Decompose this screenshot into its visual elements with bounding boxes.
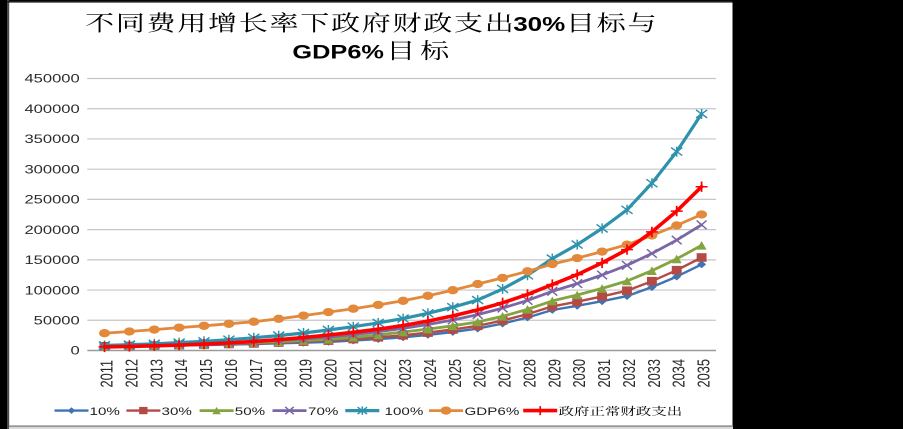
svg-text:10%: 10%: [90, 405, 121, 417]
svg-text:100000: 100000: [24, 284, 79, 297]
svg-text:2013: 2013: [147, 359, 166, 387]
svg-text:2016: 2016: [222, 359, 241, 387]
svg-text:2028: 2028: [521, 359, 540, 387]
svg-text:2012: 2012: [122, 359, 141, 387]
svg-text:450000: 450000: [24, 73, 79, 86]
svg-text:30%: 30%: [162, 405, 193, 417]
svg-text:2030: 2030: [570, 359, 589, 387]
svg-text:70%: 70%: [308, 405, 339, 417]
svg-text:400000: 400000: [24, 103, 79, 116]
svg-text:2021: 2021: [346, 359, 365, 387]
svg-text:50000: 50000: [34, 315, 80, 328]
svg-text:2019: 2019: [297, 359, 316, 387]
svg-text:300000: 300000: [24, 163, 79, 176]
svg-text:2018: 2018: [272, 359, 291, 387]
svg-text:2022: 2022: [371, 359, 390, 387]
svg-text:2034: 2034: [670, 359, 689, 388]
svg-text:250000: 250000: [24, 194, 79, 207]
svg-text:2014: 2014: [172, 359, 191, 388]
svg-text:2017: 2017: [247, 359, 266, 387]
svg-text:2011: 2011: [98, 360, 117, 388]
svg-text:2023: 2023: [396, 359, 415, 387]
svg-text:2027: 2027: [496, 359, 515, 387]
svg-text:2015: 2015: [197, 359, 216, 387]
svg-text:350000: 350000: [24, 133, 79, 146]
svg-text:2031: 2031: [595, 359, 614, 387]
svg-text:50%: 50%: [235, 405, 266, 417]
svg-text:2029: 2029: [545, 359, 564, 387]
svg-text:2025: 2025: [446, 359, 465, 387]
svg-text:2032: 2032: [620, 359, 639, 387]
svg-text:GDP6%: GDP6%: [292, 41, 384, 63]
svg-text:100%: 100%: [385, 405, 424, 417]
svg-text:150000: 150000: [24, 254, 79, 267]
svg-text:2024: 2024: [421, 359, 440, 388]
svg-text:2033: 2033: [645, 359, 664, 387]
svg-text:30%: 30%: [513, 13, 565, 35]
svg-text:2020: 2020: [322, 359, 341, 387]
svg-text:2026: 2026: [471, 359, 490, 387]
svg-text:2035: 2035: [695, 359, 714, 387]
svg-text:0: 0: [70, 345, 79, 358]
svg-text:200000: 200000: [24, 224, 79, 237]
svg-text:GDP6%: GDP6%: [465, 405, 520, 417]
